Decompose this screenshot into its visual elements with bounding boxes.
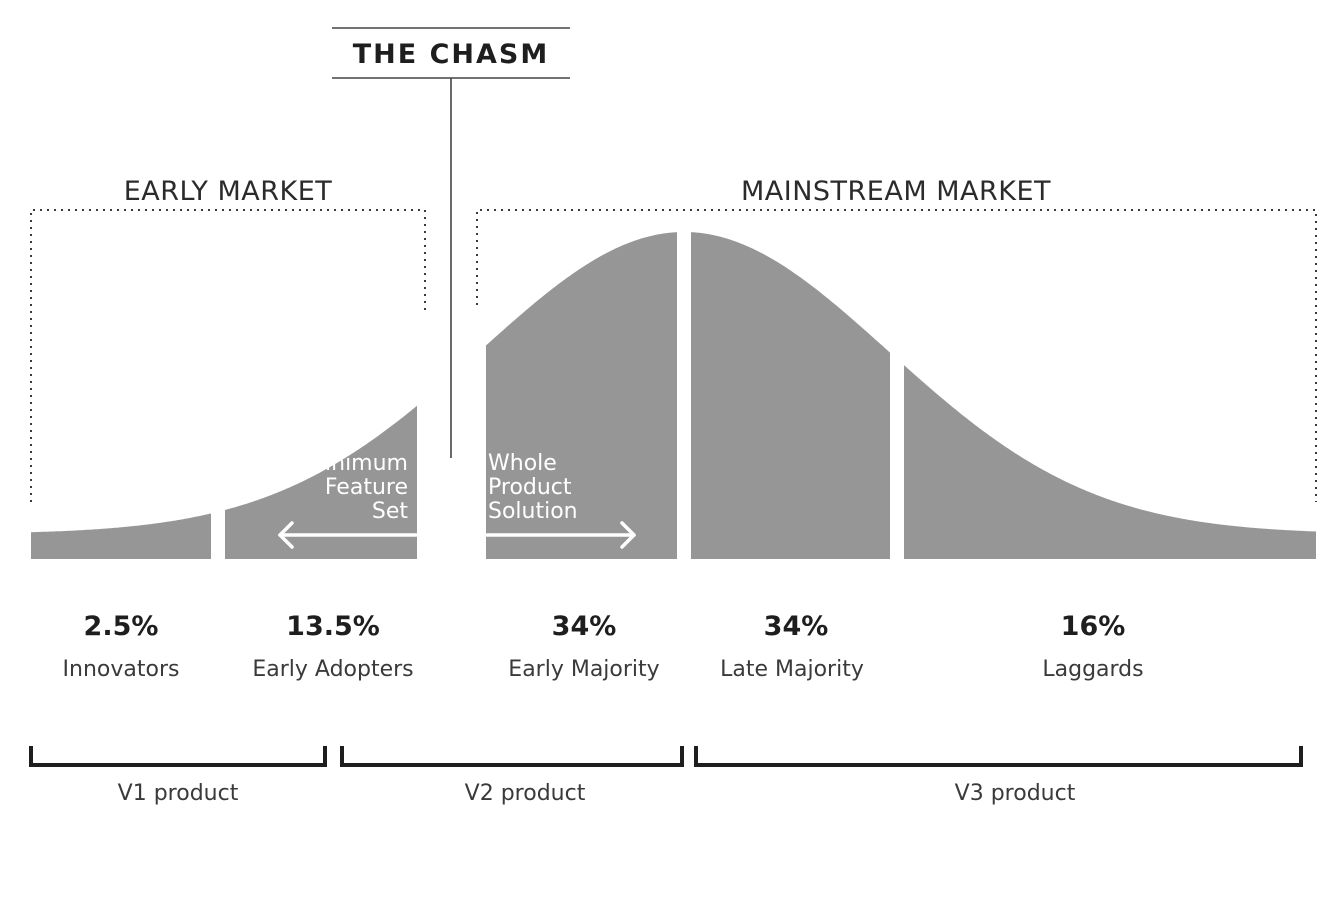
v1-bracket: [29, 746, 327, 767]
early-majority-percent: 34%: [552, 611, 617, 642]
minimum-feature-set-annotation: Minimum Feature Set: [278, 451, 418, 549]
segment-early-adopters: 13.5% Early Adopters: [252, 611, 413, 682]
laggards-percent: 16%: [1061, 611, 1126, 642]
mainstream-market-bracket: [476, 209, 1317, 502]
product-v1: V1 product: [29, 746, 327, 806]
late-majority-label: Late Majority: [720, 657, 864, 682]
mfs-line-1: Minimum: [306, 451, 408, 476]
chasm-title-box: THE CHASM: [332, 27, 570, 79]
wps-line-2: Product: [488, 475, 572, 500]
v1-product-label: V1 product: [118, 781, 239, 806]
early-majority-label: Early Majority: [508, 657, 659, 682]
right-arrow-icon: [620, 521, 636, 549]
segment-late-majority: 34% Late Majority: [720, 611, 864, 682]
curve-segment-late-majority: [691, 232, 890, 559]
segment-early-majority: 34% Early Majority: [508, 611, 659, 682]
laggards-label: Laggards: [1042, 657, 1143, 682]
v2-bracket: [340, 746, 684, 767]
early-market-label: EARLY MARKET: [124, 176, 333, 207]
whole-product-solution-annotation: Whole Product Solution: [485, 451, 636, 549]
late-majority-percent: 34%: [764, 611, 829, 642]
early-adopters-percent: 13.5%: [286, 611, 380, 642]
wps-line-3: Solution: [488, 499, 578, 524]
adoption-curve: [31, 232, 1316, 559]
curve-segment-early-adopters: [225, 405, 417, 559]
curve-segment-early-majority: [486, 232, 677, 559]
chasm-title: THE CHASM: [353, 39, 549, 70]
segment-laggards: 16% Laggards: [1042, 611, 1143, 682]
v3-product-label: V3 product: [955, 781, 1076, 806]
innovators-percent: 2.5%: [84, 611, 159, 642]
early-adopters-label: Early Adopters: [252, 657, 413, 682]
segment-innovators: 2.5% Innovators: [63, 611, 180, 682]
mfs-line-3: Set: [372, 499, 409, 524]
product-v2: V2 product: [340, 746, 684, 806]
mfs-line-2: Feature: [325, 475, 408, 500]
v3-bracket: [694, 746, 1303, 767]
left-arrow-icon: [278, 521, 294, 549]
curve-segment-laggards: [904, 365, 1316, 559]
product-v3: V3 product: [694, 746, 1303, 806]
v2-product-label: V2 product: [465, 781, 586, 806]
mainstream-market-label: MAINSTREAM MARKET: [741, 176, 1051, 207]
curve-segment-innovators: [31, 513, 211, 559]
innovators-label: Innovators: [63, 657, 180, 682]
early-market-bracket: [30, 209, 426, 502]
wps-line-1: Whole: [488, 451, 557, 476]
